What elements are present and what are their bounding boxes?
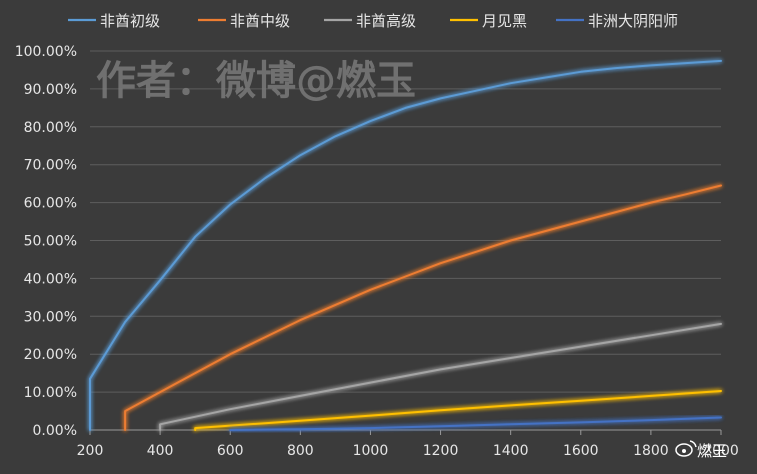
x-tick-label: 800 bbox=[287, 443, 314, 459]
y-tick-label: 60.00% bbox=[24, 196, 77, 212]
series-line-1 bbox=[89, 59, 722, 431]
series-line-3 bbox=[159, 322, 722, 431]
series-line-4 bbox=[194, 390, 722, 431]
weibo-icon bbox=[675, 440, 697, 457]
x-tick-label: 2000 bbox=[703, 443, 739, 459]
y-tick-label: 40.00% bbox=[24, 271, 77, 287]
x-tick-label: 1000 bbox=[353, 443, 389, 459]
legend-label: 非酋初级 bbox=[100, 12, 160, 30]
legend-label: 非酋中级 bbox=[230, 12, 290, 30]
legend-label: 非酋高级 bbox=[356, 12, 416, 30]
series-line-2 bbox=[124, 184, 722, 431]
y-tick-label: 100.00% bbox=[15, 44, 77, 60]
y-tick-label: 0.00% bbox=[33, 423, 77, 439]
gridlines bbox=[90, 50, 721, 393]
x-tick-label: 1400 bbox=[493, 443, 529, 459]
y-tick-label: 30.00% bbox=[24, 309, 77, 325]
y-tick-label: 70.00% bbox=[24, 158, 77, 174]
series-lines bbox=[89, 59, 722, 431]
weibo-author-text: 燃玉 bbox=[697, 442, 727, 460]
y-tick-label: 10.00% bbox=[24, 385, 77, 401]
series-line-5 bbox=[229, 416, 722, 431]
y-tick-label: 50.00% bbox=[24, 234, 77, 250]
x-tick-label: 400 bbox=[147, 443, 174, 459]
x-tick-label: 200 bbox=[77, 443, 104, 459]
legend-label: 月见黑 bbox=[482, 12, 527, 30]
legend: 非酋初级 非酋中级 非酋高级 月见黑 非洲大阴阳师 bbox=[68, 12, 678, 30]
y-tick-label: 90.00% bbox=[24, 82, 77, 98]
x-tick-label: 1800 bbox=[633, 443, 669, 459]
weibo-mark: 燃玉 bbox=[675, 440, 727, 460]
y-tick-label: 20.00% bbox=[24, 347, 77, 363]
x-tick-label: 1200 bbox=[423, 443, 459, 459]
x-tick-label: 1600 bbox=[563, 443, 599, 459]
y-tick-label: 80.00% bbox=[24, 120, 77, 136]
axes: 0.00% 10.00% 20.00% 30.00% 40.00% 50.00% 60.00… bbox=[15, 44, 739, 459]
watermark-text: 作者：微博@燃玉 bbox=[96, 58, 416, 104]
legend-label: 非洲大阴阳师 bbox=[588, 12, 678, 30]
x-tick-label: 600 bbox=[217, 443, 244, 459]
